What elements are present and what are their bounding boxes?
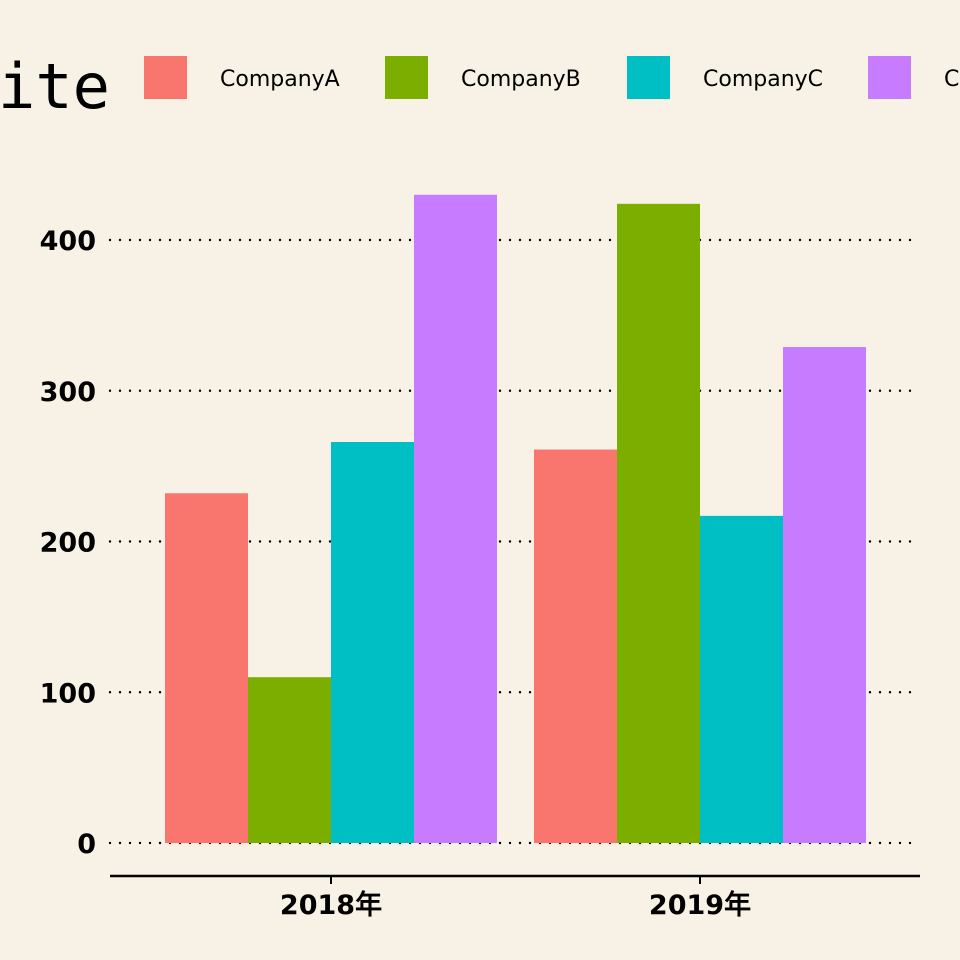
bar <box>331 442 414 843</box>
legend-swatch <box>627 56 670 99</box>
x-axis-tick-labels: 2018年 2019年 <box>280 876 751 921</box>
y-tick-label: 200 <box>40 528 96 559</box>
y-tick-label: 100 <box>40 678 96 709</box>
chart-title: ite <box>0 50 110 123</box>
legend-swatch <box>144 56 187 99</box>
legend-label: CompanyC <box>703 67 823 92</box>
legend-label: C <box>944 67 959 92</box>
legend: CompanyA CompanyB CompanyC C <box>144 56 959 99</box>
y-tick-label: 300 <box>40 377 96 408</box>
y-axis-tick-labels: 0 100 200 300 400 <box>40 226 96 860</box>
x-tick-label: 2018年 <box>280 889 382 921</box>
bar <box>165 493 248 843</box>
bar <box>617 203 700 843</box>
legend-swatch <box>385 56 428 99</box>
bar <box>414 194 497 843</box>
bar <box>534 449 617 843</box>
bar <box>248 677 331 843</box>
legend-label: CompanyA <box>220 67 340 92</box>
legend-label: CompanyB <box>461 67 581 92</box>
bar-series <box>165 194 866 843</box>
legend-swatch <box>868 56 911 99</box>
y-tick-label: 400 <box>40 226 96 257</box>
bar <box>700 515 783 843</box>
y-tick-label: 0 <box>77 829 96 860</box>
bar <box>783 347 866 843</box>
x-tick-label: 2019年 <box>649 889 751 921</box>
